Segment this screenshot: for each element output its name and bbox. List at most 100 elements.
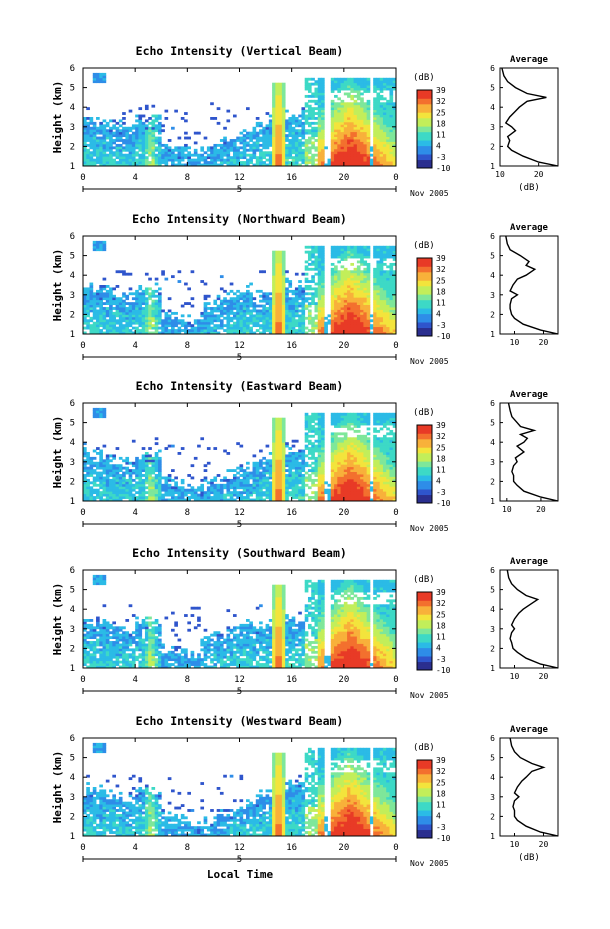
heatmap-cell (197, 326, 201, 330)
heatmap-cell (226, 491, 231, 495)
avg-frame (499, 235, 559, 335)
heatmap-cell (112, 163, 116, 167)
heatmap-cell (363, 250, 368, 254)
heatmap-cell (356, 112, 361, 115)
heatmap-cell (99, 240, 103, 244)
heatmap-cell (321, 282, 325, 286)
heatmap-cell (363, 285, 368, 288)
heatmap-cell (141, 459, 146, 463)
heatmap-cell (356, 311, 361, 315)
heatmap-cell (278, 326, 283, 330)
heatmap-cell (157, 456, 162, 460)
heatmap-cell (373, 141, 377, 145)
heatmap-cell (275, 272, 280, 276)
heatmap-cell (278, 481, 283, 485)
heatmap-cell (379, 104, 384, 108)
heatmap-cell (360, 245, 364, 249)
heatmap-cell (131, 496, 136, 499)
heatmap-cell (174, 158, 178, 162)
heatmap-cell (347, 148, 351, 152)
heatmap-cell (109, 319, 113, 323)
heatmap-cell (350, 151, 355, 155)
heatmap-cell (311, 469, 315, 472)
heatmap-cell (275, 498, 280, 502)
heatmap-cell (135, 461, 139, 465)
heatmap-cell (347, 85, 351, 88)
heatmap-cell (246, 163, 250, 167)
heatmap-cell (389, 265, 394, 269)
heatmap-cell (392, 245, 397, 249)
heatmap-cell (307, 107, 312, 111)
heatmap-cell (317, 302, 322, 305)
heatmap-cell (128, 134, 133, 137)
heatmap-cell (301, 294, 306, 298)
heatmap-cell (317, 304, 322, 308)
heatmap-cell (259, 324, 263, 328)
heatmap-cell (392, 107, 397, 111)
heatmap-cell (96, 466, 100, 470)
heatmap-cell (298, 289, 302, 293)
heatmap-cell (262, 314, 266, 318)
heatmap-cell (122, 148, 126, 152)
heatmap-cell (138, 107, 143, 111)
heatmap-cell (334, 85, 338, 88)
heatmap-cell (109, 496, 113, 499)
heatmap-cell (148, 151, 152, 155)
heatmap-cell (379, 250, 384, 254)
colorbar-tick-label: 25 (436, 108, 446, 117)
heatmap-cell (379, 77, 384, 81)
heatmap-cell (350, 158, 355, 162)
y-tick-label: 2 (70, 142, 75, 152)
heatmap-cell (369, 324, 374, 328)
heatmap-cell (193, 488, 198, 492)
heatmap-cell (272, 311, 276, 315)
heatmap-cell (83, 158, 87, 162)
heatmap-cell (213, 316, 218, 320)
heatmap-cell (193, 321, 198, 325)
heatmap-cell (265, 141, 270, 145)
heatmap-cell (366, 126, 371, 130)
heatmap-cell (265, 464, 270, 468)
heatmap-cell (174, 163, 178, 167)
heatmap-cell (278, 260, 283, 264)
heatmap-cell (272, 417, 276, 421)
heatmap-cell (278, 471, 283, 475)
heatmap-cell (353, 255, 358, 259)
heatmap-cell (314, 461, 319, 465)
heatmap-cell (389, 277, 394, 281)
colorbar-band (417, 285, 432, 290)
heatmap-cell (386, 304, 390, 308)
heatmap-cell (102, 444, 107, 448)
heatmap-cell (226, 469, 231, 472)
heatmap-cell (382, 104, 387, 108)
heatmap-cell (330, 90, 335, 93)
heatmap-cell (314, 94, 319, 98)
heatmap-cell (226, 304, 231, 308)
heatmap-cell (363, 112, 368, 115)
heatmap-cell (157, 471, 162, 475)
heatmap-cell (102, 143, 107, 147)
heatmap-cell (216, 107, 221, 111)
heatmap-cell (373, 277, 377, 281)
heatmap-cell (360, 289, 364, 293)
heatmap-cell (86, 319, 90, 323)
heatmap-cell (278, 270, 283, 274)
heatmap-cell (151, 476, 156, 480)
heatmap-cell (350, 309, 355, 313)
heatmap-cell (128, 126, 133, 130)
heatmap-cell (304, 158, 309, 162)
heatmap-cell (190, 491, 195, 495)
heatmap-cell (304, 304, 309, 308)
heatmap-cell (321, 121, 325, 125)
heatmap-cell (174, 319, 178, 323)
heatmap-cell (363, 321, 368, 325)
heatmap-cell (154, 442, 159, 446)
heatmap-cell (373, 121, 377, 125)
heatmap-cell (376, 92, 381, 96)
heatmap-cell (239, 329, 244, 332)
heatmap-cell (376, 163, 381, 167)
heatmap-cell (376, 114, 381, 118)
heatmap-cell (265, 466, 270, 470)
heatmap-cell (138, 316, 143, 320)
heatmap-cell (102, 129, 107, 133)
